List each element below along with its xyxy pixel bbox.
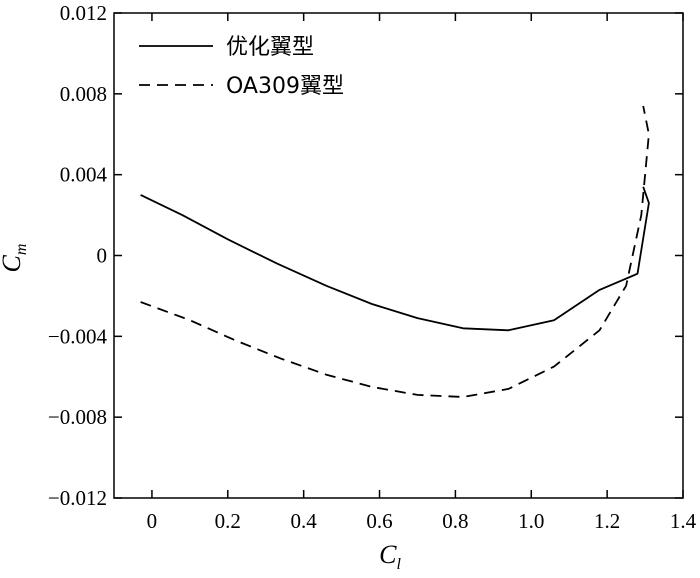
legend-label-series-0: 优化翼型 (226, 35, 314, 60)
y-tick-label: −0.004 (48, 324, 108, 348)
x-tick-label: 0.2 (215, 509, 241, 533)
x-axis-ticks: 0 0.2 0.4 0.6 0.8 1.0 1.2 1.4 (147, 13, 697, 533)
x-axis-label: Cl (379, 540, 401, 573)
series-layer (140, 105, 650, 398)
y-tick-label: 0.008 (60, 82, 107, 106)
x-tick-label: 1.0 (518, 509, 544, 533)
x-tick-label: 0.6 (366, 509, 392, 533)
x-tick-label: 1.2 (594, 509, 620, 533)
y-tick-label: 0.012 (60, 1, 107, 25)
series-line-1 (140, 105, 650, 398)
y-axis-label-group: Cm (0, 244, 30, 273)
legend: 优化翼型 OA309翼型 (139, 35, 344, 99)
x-tick-label: 0 (147, 509, 158, 533)
y-tick-label: 0 (97, 244, 108, 268)
y-tick-label: −0.008 (48, 405, 107, 429)
x-tick-label: 0.4 (291, 509, 318, 533)
legend-label-series-1: OA309翼型 (226, 74, 344, 99)
y-tick-label: 0.004 (60, 163, 108, 187)
series-line-0 (140, 186, 650, 332)
y-axis-ticks: −0.012 −0.008 −0.004 0 0.004 0.008 0.012 (48, 1, 683, 510)
x-tick-label: 0.8 (442, 509, 468, 533)
y-axis-label: Cm (0, 244, 30, 273)
y-tick-label: −0.012 (48, 486, 107, 510)
x-tick-label: 1.4 (670, 509, 697, 533)
